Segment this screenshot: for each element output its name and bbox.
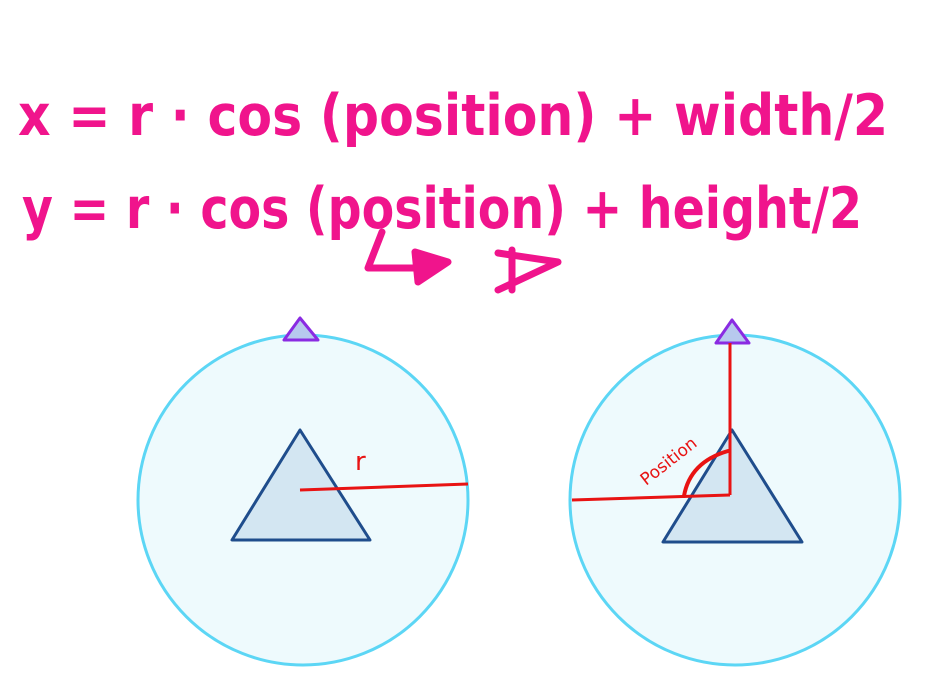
radius-line — [299, 482, 469, 492]
marker-triangle-left — [282, 316, 320, 342]
center-triangle-right — [661, 428, 804, 544]
diagram-left: r — [136, 316, 470, 667]
radius-label: r — [355, 447, 366, 477]
marker-triangle-right — [714, 318, 751, 345]
swap-arrow-icon — [364, 228, 452, 286]
formula-x: x = r · cos (position) + width/2 — [18, 83, 888, 149]
center-triangle-left — [230, 428, 372, 542]
right-arrow-icon — [494, 246, 562, 294]
angle-arc — [682, 449, 730, 498]
diagram-right: Position — [568, 318, 902, 667]
horizontal-guide-line — [571, 493, 731, 502]
formula-y: y = r · cos (position) + height/2 — [22, 176, 862, 242]
